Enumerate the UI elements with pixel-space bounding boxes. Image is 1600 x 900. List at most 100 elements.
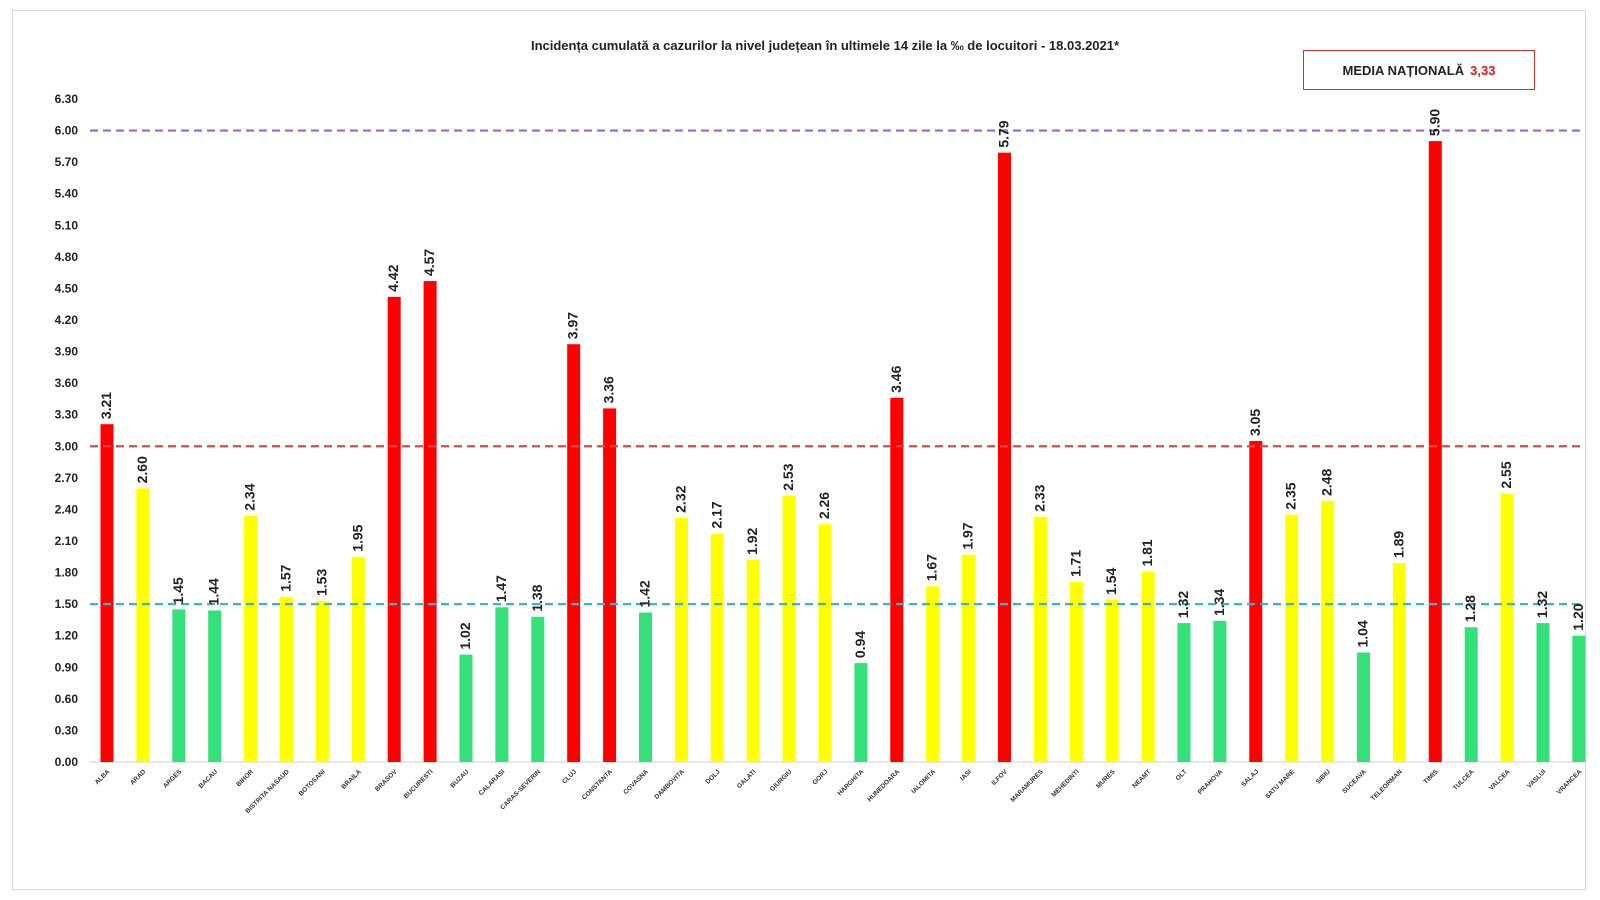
value-label: 3.21 bbox=[98, 392, 114, 419]
bar-arges bbox=[172, 609, 186, 762]
x-category-label: DAMBOVITA bbox=[653, 768, 686, 801]
value-label: 2.33 bbox=[1031, 484, 1047, 511]
value-label: 1.42 bbox=[637, 580, 653, 607]
bar-mures bbox=[1105, 599, 1119, 762]
value-label: 2.53 bbox=[780, 463, 796, 490]
bar-harghita bbox=[854, 663, 868, 762]
value-label: 0.94 bbox=[852, 631, 868, 658]
value-label: 1.02 bbox=[457, 622, 473, 649]
x-category-label: IALOMITA bbox=[910, 768, 937, 795]
y-tick-label: 4.80 bbox=[55, 250, 79, 264]
value-label: 1.04 bbox=[1355, 620, 1371, 647]
y-tick-label: 5.40 bbox=[55, 187, 79, 201]
x-category-label: GIURGIU bbox=[769, 768, 794, 793]
y-tick-label: 6.30 bbox=[55, 92, 79, 106]
bar-bucuresti bbox=[423, 281, 437, 762]
x-category-label: MEHEDINTI bbox=[1050, 768, 1080, 798]
y-tick-label: 4.20 bbox=[55, 313, 79, 327]
value-label: 3.97 bbox=[565, 312, 581, 339]
value-label: 5.79 bbox=[996, 120, 1012, 147]
bar-mehedinti bbox=[1069, 582, 1083, 762]
bar-buzau bbox=[459, 654, 473, 762]
y-tick-label: 6.00 bbox=[55, 124, 79, 138]
y-tick-label: 3.90 bbox=[55, 345, 79, 359]
x-category-label: MARAMURES bbox=[1009, 768, 1045, 804]
value-label: 2.34 bbox=[242, 483, 258, 510]
value-label: 3.05 bbox=[1247, 409, 1263, 436]
value-label: 1.44 bbox=[206, 578, 222, 605]
bar-teleorman bbox=[1392, 563, 1406, 762]
x-category-label: CALARASI bbox=[478, 768, 507, 797]
y-tick-label: 3.00 bbox=[55, 439, 79, 453]
bar-gorj bbox=[818, 524, 832, 762]
bar-covasna bbox=[639, 612, 652, 762]
x-category-label: BRAILA bbox=[340, 768, 363, 791]
x-category-label: BIHOR bbox=[235, 768, 255, 788]
x-category-label: ALBA bbox=[94, 768, 112, 786]
x-category-label: VRANCEA bbox=[1556, 768, 1584, 796]
y-tick-label: 1.80 bbox=[55, 566, 79, 580]
x-category-label: HUNEDOARA bbox=[866, 768, 901, 803]
bar-cluj bbox=[567, 344, 581, 762]
y-axis: 0.00 0.30 0.60 0.90 1.20 1.50 1.80 2.10 2.40 2.70… bbox=[55, 92, 1580, 769]
y-tick-label: 5.70 bbox=[55, 155, 79, 169]
chart-title: Incidența cumulată a cazurilor la nivel … bbox=[530, 38, 1120, 53]
x-category-label: COVASNA bbox=[622, 768, 650, 796]
x-category-label: BRASOV bbox=[374, 768, 399, 793]
value-label: 1.57 bbox=[278, 564, 294, 591]
value-label: 1.54 bbox=[1103, 567, 1119, 594]
x-category-label: IASI bbox=[959, 768, 973, 782]
bar-ilfov bbox=[998, 152, 1011, 762]
bar-olt bbox=[1177, 623, 1191, 762]
bars bbox=[100, 141, 1586, 763]
value-label: 2.17 bbox=[708, 501, 724, 528]
bar-neamt bbox=[1141, 571, 1155, 762]
value-label: 1.81 bbox=[1139, 539, 1155, 566]
value-label: 2.26 bbox=[816, 492, 832, 519]
x-category-label: ARGES bbox=[162, 768, 184, 790]
x-category-label: CONSTANTA bbox=[581, 768, 614, 801]
value-label: 1.28 bbox=[1462, 595, 1478, 622]
bar-maramures bbox=[1033, 516, 1047, 762]
bar-dambovita bbox=[674, 517, 688, 762]
x-category-label: DOLJ bbox=[705, 768, 722, 785]
bar-alba bbox=[100, 424, 114, 762]
bar-vrancea bbox=[1572, 635, 1586, 762]
x-category-label: SATU MARE bbox=[1264, 768, 1296, 800]
value-label: 4.42 bbox=[385, 264, 401, 291]
value-label: 1.20 bbox=[1570, 603, 1586, 630]
value-label: 5.90 bbox=[1426, 109, 1442, 136]
x-category-label: HARGHITA bbox=[836, 768, 865, 797]
y-tick-label: 3.30 bbox=[55, 408, 79, 422]
bar-sibiu bbox=[1321, 501, 1335, 762]
value-label: 1.34 bbox=[1211, 589, 1227, 616]
y-tick-label: 4.50 bbox=[55, 281, 79, 295]
bar-bacau bbox=[208, 610, 222, 762]
value-label: 1.32 bbox=[1175, 591, 1191, 618]
bar-prahova bbox=[1213, 620, 1227, 762]
y-tick-label: 1.50 bbox=[55, 597, 79, 611]
x-category-label: SIBIU bbox=[1315, 768, 1332, 785]
national-average-value: 3,33 bbox=[1470, 62, 1496, 78]
bar-salaj bbox=[1249, 441, 1263, 762]
y-tick-label: 0.60 bbox=[55, 692, 79, 706]
x-category-label: BUCURESTI bbox=[403, 768, 435, 800]
value-label: 1.38 bbox=[529, 584, 545, 611]
value-label: 1.97 bbox=[960, 522, 976, 549]
value-label: 2.35 bbox=[1283, 482, 1299, 509]
bar-dolj bbox=[710, 533, 724, 762]
bar-giurgiu bbox=[782, 495, 796, 762]
y-tick-label: 2.40 bbox=[55, 502, 79, 516]
bar-brasov bbox=[387, 296, 401, 762]
bar-bistrita-nasaud bbox=[280, 596, 293, 762]
x-category-label: GALATI bbox=[736, 768, 758, 790]
value-label: 2.48 bbox=[1319, 469, 1335, 496]
bar-timis bbox=[1428, 141, 1442, 763]
x-category-label: SUCEAVA bbox=[1341, 768, 1368, 795]
x-category-label: CARAS-SEVERIN bbox=[499, 768, 542, 811]
value-label: 1.92 bbox=[744, 527, 760, 554]
value-label: 3.46 bbox=[888, 365, 904, 392]
value-label: 2.32 bbox=[672, 485, 688, 512]
